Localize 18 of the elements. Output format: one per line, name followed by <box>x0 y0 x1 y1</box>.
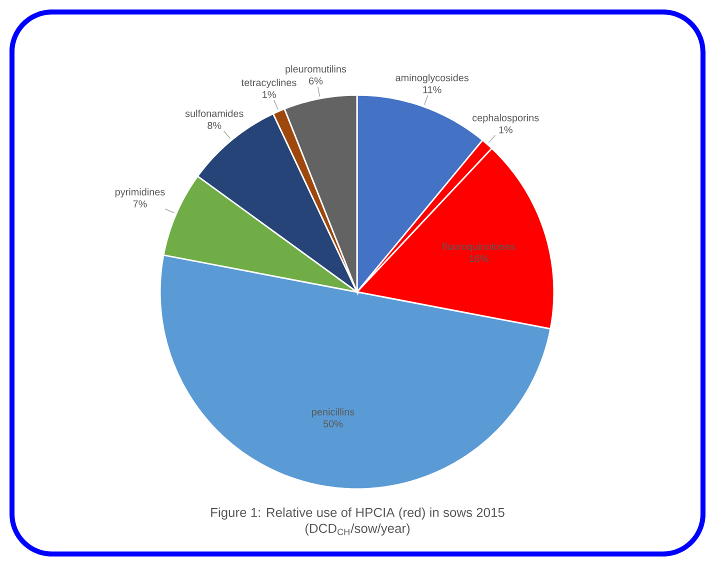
text: (DCD$_{CH}$/sow/year) <box>305 523 410 536</box>
slice-label: fluoroquinolones <box>442 242 515 252</box>
data-label: 1% <box>262 91 276 98</box>
slice-label: penicillins <box>312 408 354 418</box>
data-label: 7% <box>133 200 147 208</box>
slice-label: sulfonamides <box>185 110 244 118</box>
data-label: 16% <box>470 254 488 262</box>
data-label: 11% <box>423 86 442 94</box>
slice-label: cephalosporins <box>472 114 539 124</box>
data-label: 1% <box>499 126 512 134</box>
slice-label: pleuromutilins <box>286 65 346 75</box>
data-label: 50% <box>323 420 343 428</box>
slice-label: pyrimidines <box>115 188 165 198</box>
slice-label: tetracyclines <box>241 78 296 88</box>
text: Figure 1: Relative use of HPCIA (red) in sows 2015 <box>211 508 504 520</box>
slice-label: aminoglycosides <box>396 74 469 84</box>
data-label: 8% <box>208 122 222 129</box>
data-label: 6% <box>309 77 323 84</box>
